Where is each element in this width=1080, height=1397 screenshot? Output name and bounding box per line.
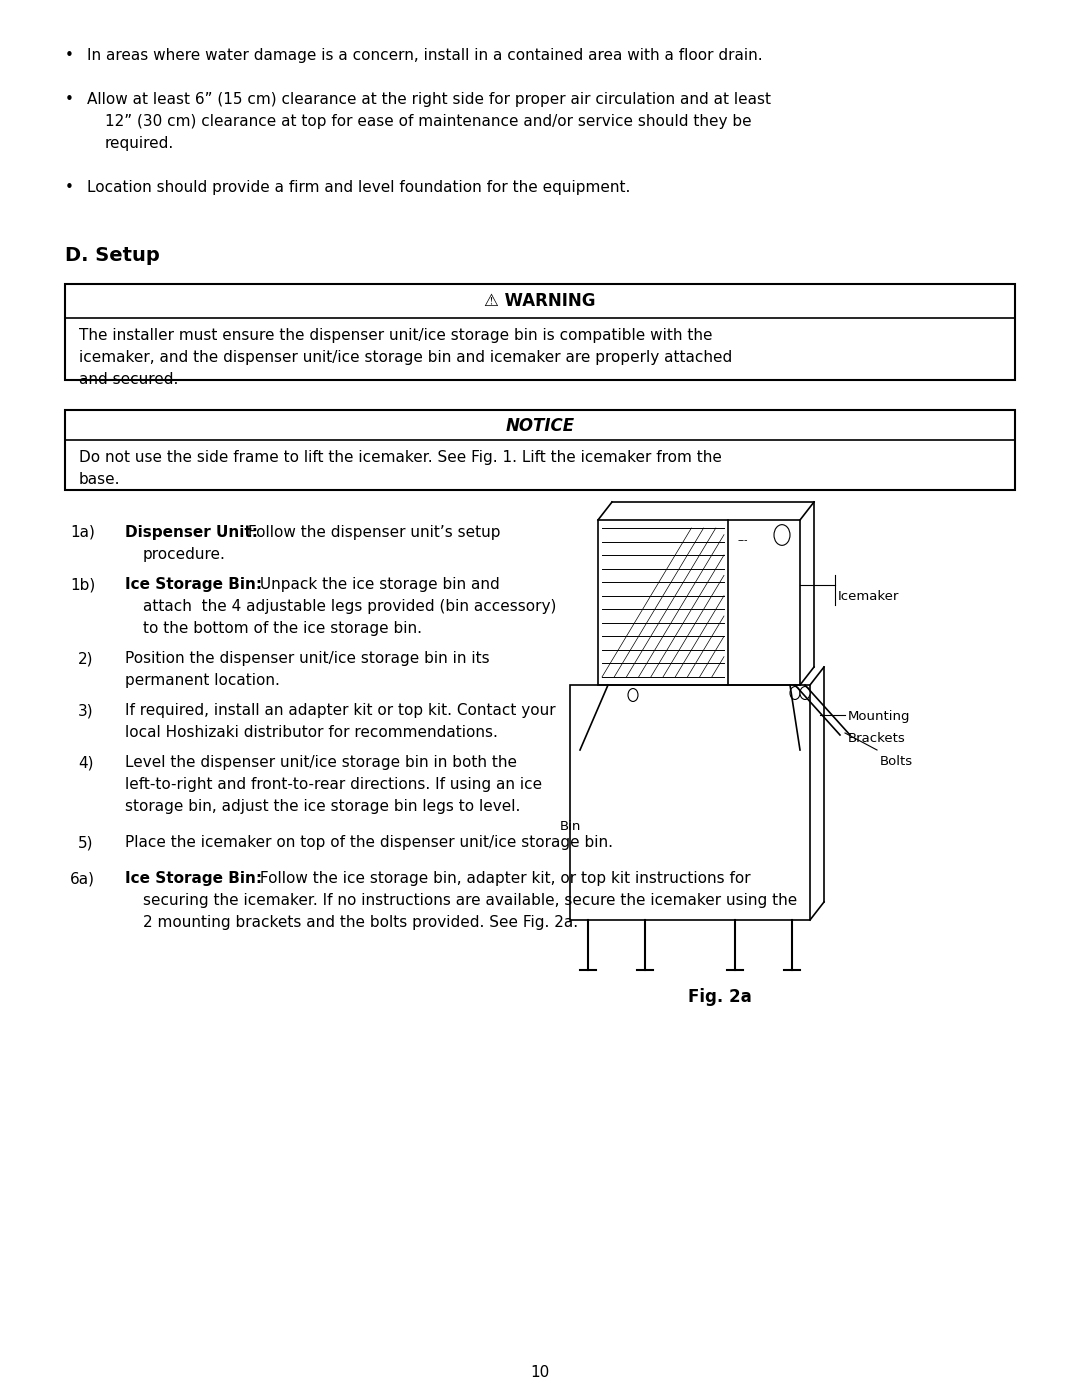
Text: ---: --- [738, 535, 748, 545]
Text: base.: base. [79, 472, 121, 488]
Text: 5): 5) [78, 835, 94, 849]
Text: securing the icemaker. If no instructions are available, secure the icemaker usi: securing the icemaker. If no instruction… [143, 893, 797, 908]
Circle shape [789, 686, 800, 700]
Text: Level the dispenser unit/ice storage bin in both the: Level the dispenser unit/ice storage bin… [125, 754, 517, 770]
Text: 2 mounting brackets and the bolts provided. See Fig. 2a.: 2 mounting brackets and the bolts provid… [143, 915, 578, 930]
Text: The installer must ensure the dispenser unit/ice storage bin is compatible with : The installer must ensure the dispenser … [79, 328, 713, 344]
Text: Dispenser Unit:: Dispenser Unit: [125, 525, 258, 541]
Text: D. Setup: D. Setup [65, 246, 160, 265]
Text: In areas where water damage is a concern, install in a contained area with a flo: In areas where water damage is a concern… [87, 47, 762, 63]
Text: Fig. 2a: Fig. 2a [688, 988, 752, 1006]
Text: 10: 10 [530, 1365, 550, 1380]
Text: Location should provide a firm and level foundation for the equipment.: Location should provide a firm and level… [87, 180, 631, 196]
Text: permanent location.: permanent location. [125, 673, 280, 687]
Text: Icemaker: Icemaker [838, 590, 900, 604]
Text: If required, install an adapter kit or top kit. Contact your: If required, install an adapter kit or t… [125, 703, 555, 718]
Text: Do not use the side frame to lift the icemaker. See Fig. 1. Lift the icemaker fr: Do not use the side frame to lift the ic… [79, 450, 721, 465]
Text: Follow the dispenser unit’s setup: Follow the dispenser unit’s setup [243, 525, 500, 541]
Text: 2): 2) [78, 651, 94, 666]
Text: 6a): 6a) [70, 870, 95, 886]
Text: and secured.: and secured. [79, 372, 178, 387]
Circle shape [800, 686, 810, 700]
Text: •: • [65, 92, 73, 108]
Text: 1b): 1b) [70, 577, 95, 592]
Text: Follow the ice storage bin, adapter kit, or top kit instructions for: Follow the ice storage bin, adapter kit,… [255, 870, 751, 886]
Text: Bin: Bin [561, 820, 581, 833]
Text: 1a): 1a) [70, 525, 95, 541]
Text: 3): 3) [78, 703, 94, 718]
Text: 4): 4) [78, 754, 94, 770]
Text: Ice Storage Bin:: Ice Storage Bin: [125, 577, 262, 592]
Text: attach  the 4 adjustable legs provided (bin accessory): attach the 4 adjustable legs provided (b… [143, 599, 556, 615]
Text: ⚠ WARNING: ⚠ WARNING [484, 292, 596, 310]
Text: Bolts: Bolts [880, 754, 913, 768]
Text: •: • [65, 180, 73, 196]
Text: 12” (30 cm) clearance at top for ease of maintenance and/or service should they : 12” (30 cm) clearance at top for ease of… [105, 115, 752, 129]
Text: Ice Storage Bin:: Ice Storage Bin: [125, 870, 262, 886]
Text: Allow at least 6” (15 cm) clearance at the right side for proper air circulation: Allow at least 6” (15 cm) clearance at t… [87, 92, 771, 108]
Text: Position the dispenser unit/ice storage bin in its: Position the dispenser unit/ice storage … [125, 651, 489, 666]
Text: icemaker, and the dispenser unit/ice storage bin and icemaker are properly attac: icemaker, and the dispenser unit/ice sto… [79, 351, 732, 365]
Text: procedure.: procedure. [143, 548, 226, 562]
Text: local Hoshizaki distributor for recommendations.: local Hoshizaki distributor for recommen… [125, 725, 498, 740]
Text: •: • [65, 47, 73, 63]
Text: Brackets: Brackets [848, 732, 906, 745]
Text: Place the icemaker on top of the dispenser unit/ice storage bin.: Place the icemaker on top of the dispens… [125, 835, 613, 849]
Text: NOTICE: NOTICE [505, 416, 575, 434]
Text: storage bin, adjust the ice storage bin legs to level.: storage bin, adjust the ice storage bin … [125, 799, 521, 814]
Circle shape [627, 689, 638, 701]
Text: to the bottom of the ice storage bin.: to the bottom of the ice storage bin. [143, 622, 422, 636]
Text: left-to-right and front-to-rear directions. If using an ice: left-to-right and front-to-rear directio… [125, 777, 542, 792]
Text: required.: required. [105, 136, 174, 151]
Text: Mounting: Mounting [848, 710, 910, 724]
Text: Unpack the ice storage bin and: Unpack the ice storage bin and [255, 577, 500, 592]
